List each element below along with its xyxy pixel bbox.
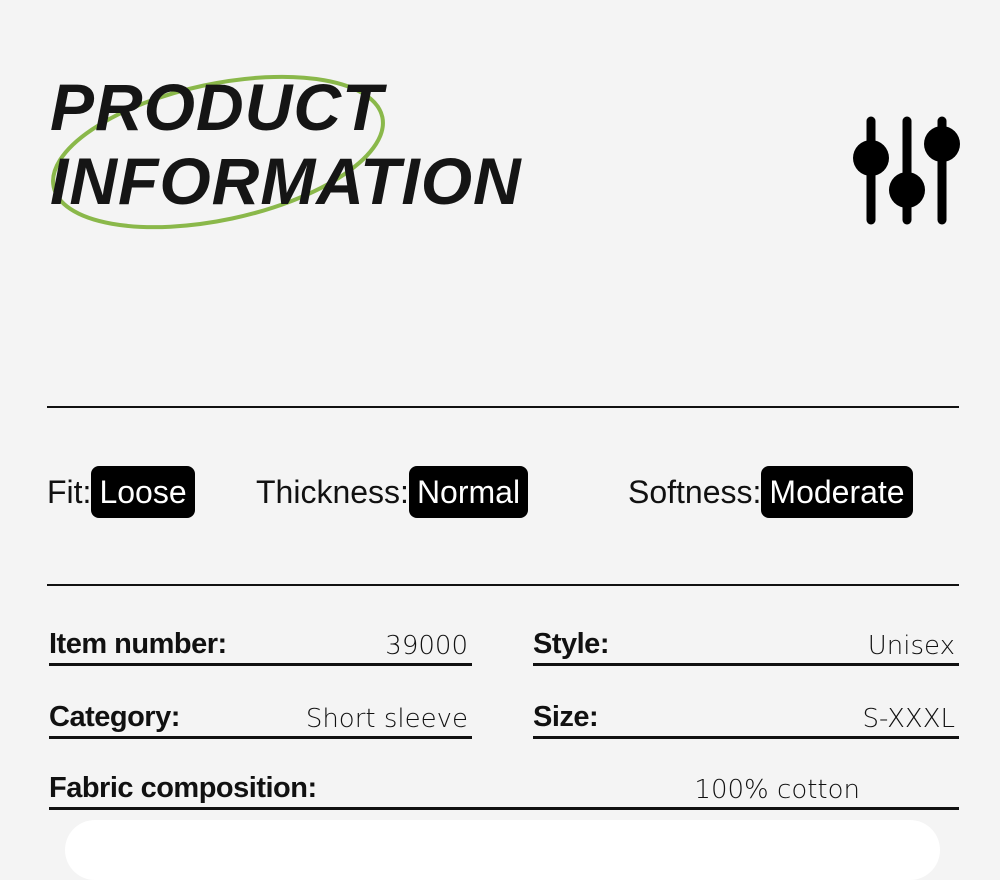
detail-label: Category: [49,701,180,733]
attribute-thickness: Thickness: Normal [256,466,529,518]
detail-value: S-XXXL [862,704,955,734]
attribute-fit: Fit: Loose [47,466,195,518]
detail-label: Style: [533,628,609,660]
detail-value: 100% cotton [694,775,860,805]
title-line-1: PRODUCT [50,70,384,144]
detail-value: 39000 [385,631,468,661]
highlight-ellipse [51,74,385,230]
title-line-2: INFORMATION [50,144,522,218]
attribute-label: Softness: [628,473,762,510]
detail-label: Size: [533,701,599,733]
attribute-label: Thickness: [256,473,409,510]
divider [47,406,959,408]
detail-value: Unisex [867,631,955,661]
bottom-card [65,820,940,880]
detail-category: Category: Short sleeve [49,686,472,739]
detail-size: Size: S-XXXL [533,686,959,739]
detail-value: Short sleeve [305,704,468,734]
detail-style: Style: Unisex [533,613,959,666]
attribute-label: Fit: [47,473,92,510]
divider [47,584,959,586]
attribute-softness: Softness: Moderate [628,466,913,518]
attribute-badge: Loose [91,466,195,518]
page-title: PRODUCT INFORMATION [50,70,522,218]
attribute-badge: Normal [408,466,529,518]
detail-fabric: Fabric composition: 100% cotton [49,757,959,810]
attribute-badge: Moderate [761,466,913,518]
detail-label: Fabric composition: [49,772,317,804]
detail-item-number: Item number: 39000 [49,613,472,666]
detail-label: Item number: [49,628,227,660]
sliders-icon [853,116,960,225]
